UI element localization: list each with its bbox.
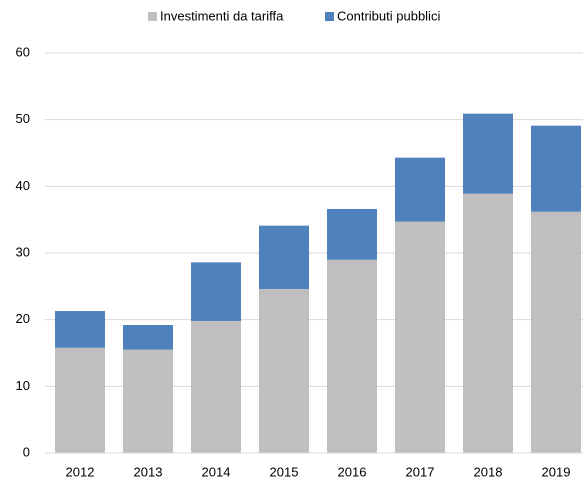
x-tick-label: 2014 bbox=[202, 464, 231, 479]
y-tick-label: 0 bbox=[23, 444, 30, 459]
bar-segment bbox=[327, 259, 377, 453]
x-tick-label: 2016 bbox=[338, 464, 367, 479]
bar-segment bbox=[463, 193, 513, 453]
y-tick-label: 10 bbox=[16, 378, 30, 393]
x-tick-label: 2018 bbox=[474, 464, 503, 479]
x-tick-label: 2017 bbox=[406, 464, 435, 479]
bar-segment bbox=[259, 225, 309, 289]
legend-label: Contributi pubblici bbox=[337, 8, 440, 23]
y-tick-label: 50 bbox=[16, 111, 30, 126]
bar-segment bbox=[531, 211, 581, 453]
bar-segment bbox=[123, 325, 173, 350]
bar-segment bbox=[123, 349, 173, 453]
bar-segment bbox=[327, 209, 377, 260]
x-tick-label: 2013 bbox=[134, 464, 163, 479]
x-tick-label: 2012 bbox=[66, 464, 95, 479]
legend-swatch bbox=[325, 12, 334, 21]
bar-segment bbox=[463, 113, 513, 194]
bar-segment bbox=[191, 262, 241, 321]
x-tick-label: 2015 bbox=[270, 464, 299, 479]
bar-segment bbox=[395, 157, 445, 222]
legend-swatch bbox=[148, 12, 157, 21]
x-tick-label: 2019 bbox=[542, 464, 571, 479]
legend-label: Investimenti da tariffa bbox=[160, 8, 284, 23]
y-tick-label: 40 bbox=[16, 178, 30, 193]
y-tick-label: 20 bbox=[16, 311, 30, 326]
bar-segment bbox=[55, 347, 105, 453]
bar-segment bbox=[259, 289, 309, 453]
bar-segment bbox=[55, 311, 105, 348]
bar-segment bbox=[531, 125, 581, 212]
bar-segment bbox=[395, 221, 445, 453]
bar-segment bbox=[191, 321, 241, 453]
y-tick-label: 30 bbox=[16, 244, 30, 259]
y-tick-label: 60 bbox=[16, 44, 30, 59]
